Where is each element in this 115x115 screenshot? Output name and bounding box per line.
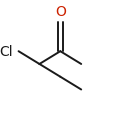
Text: O: O — [54, 4, 65, 18]
Text: Cl: Cl — [0, 45, 13, 59]
